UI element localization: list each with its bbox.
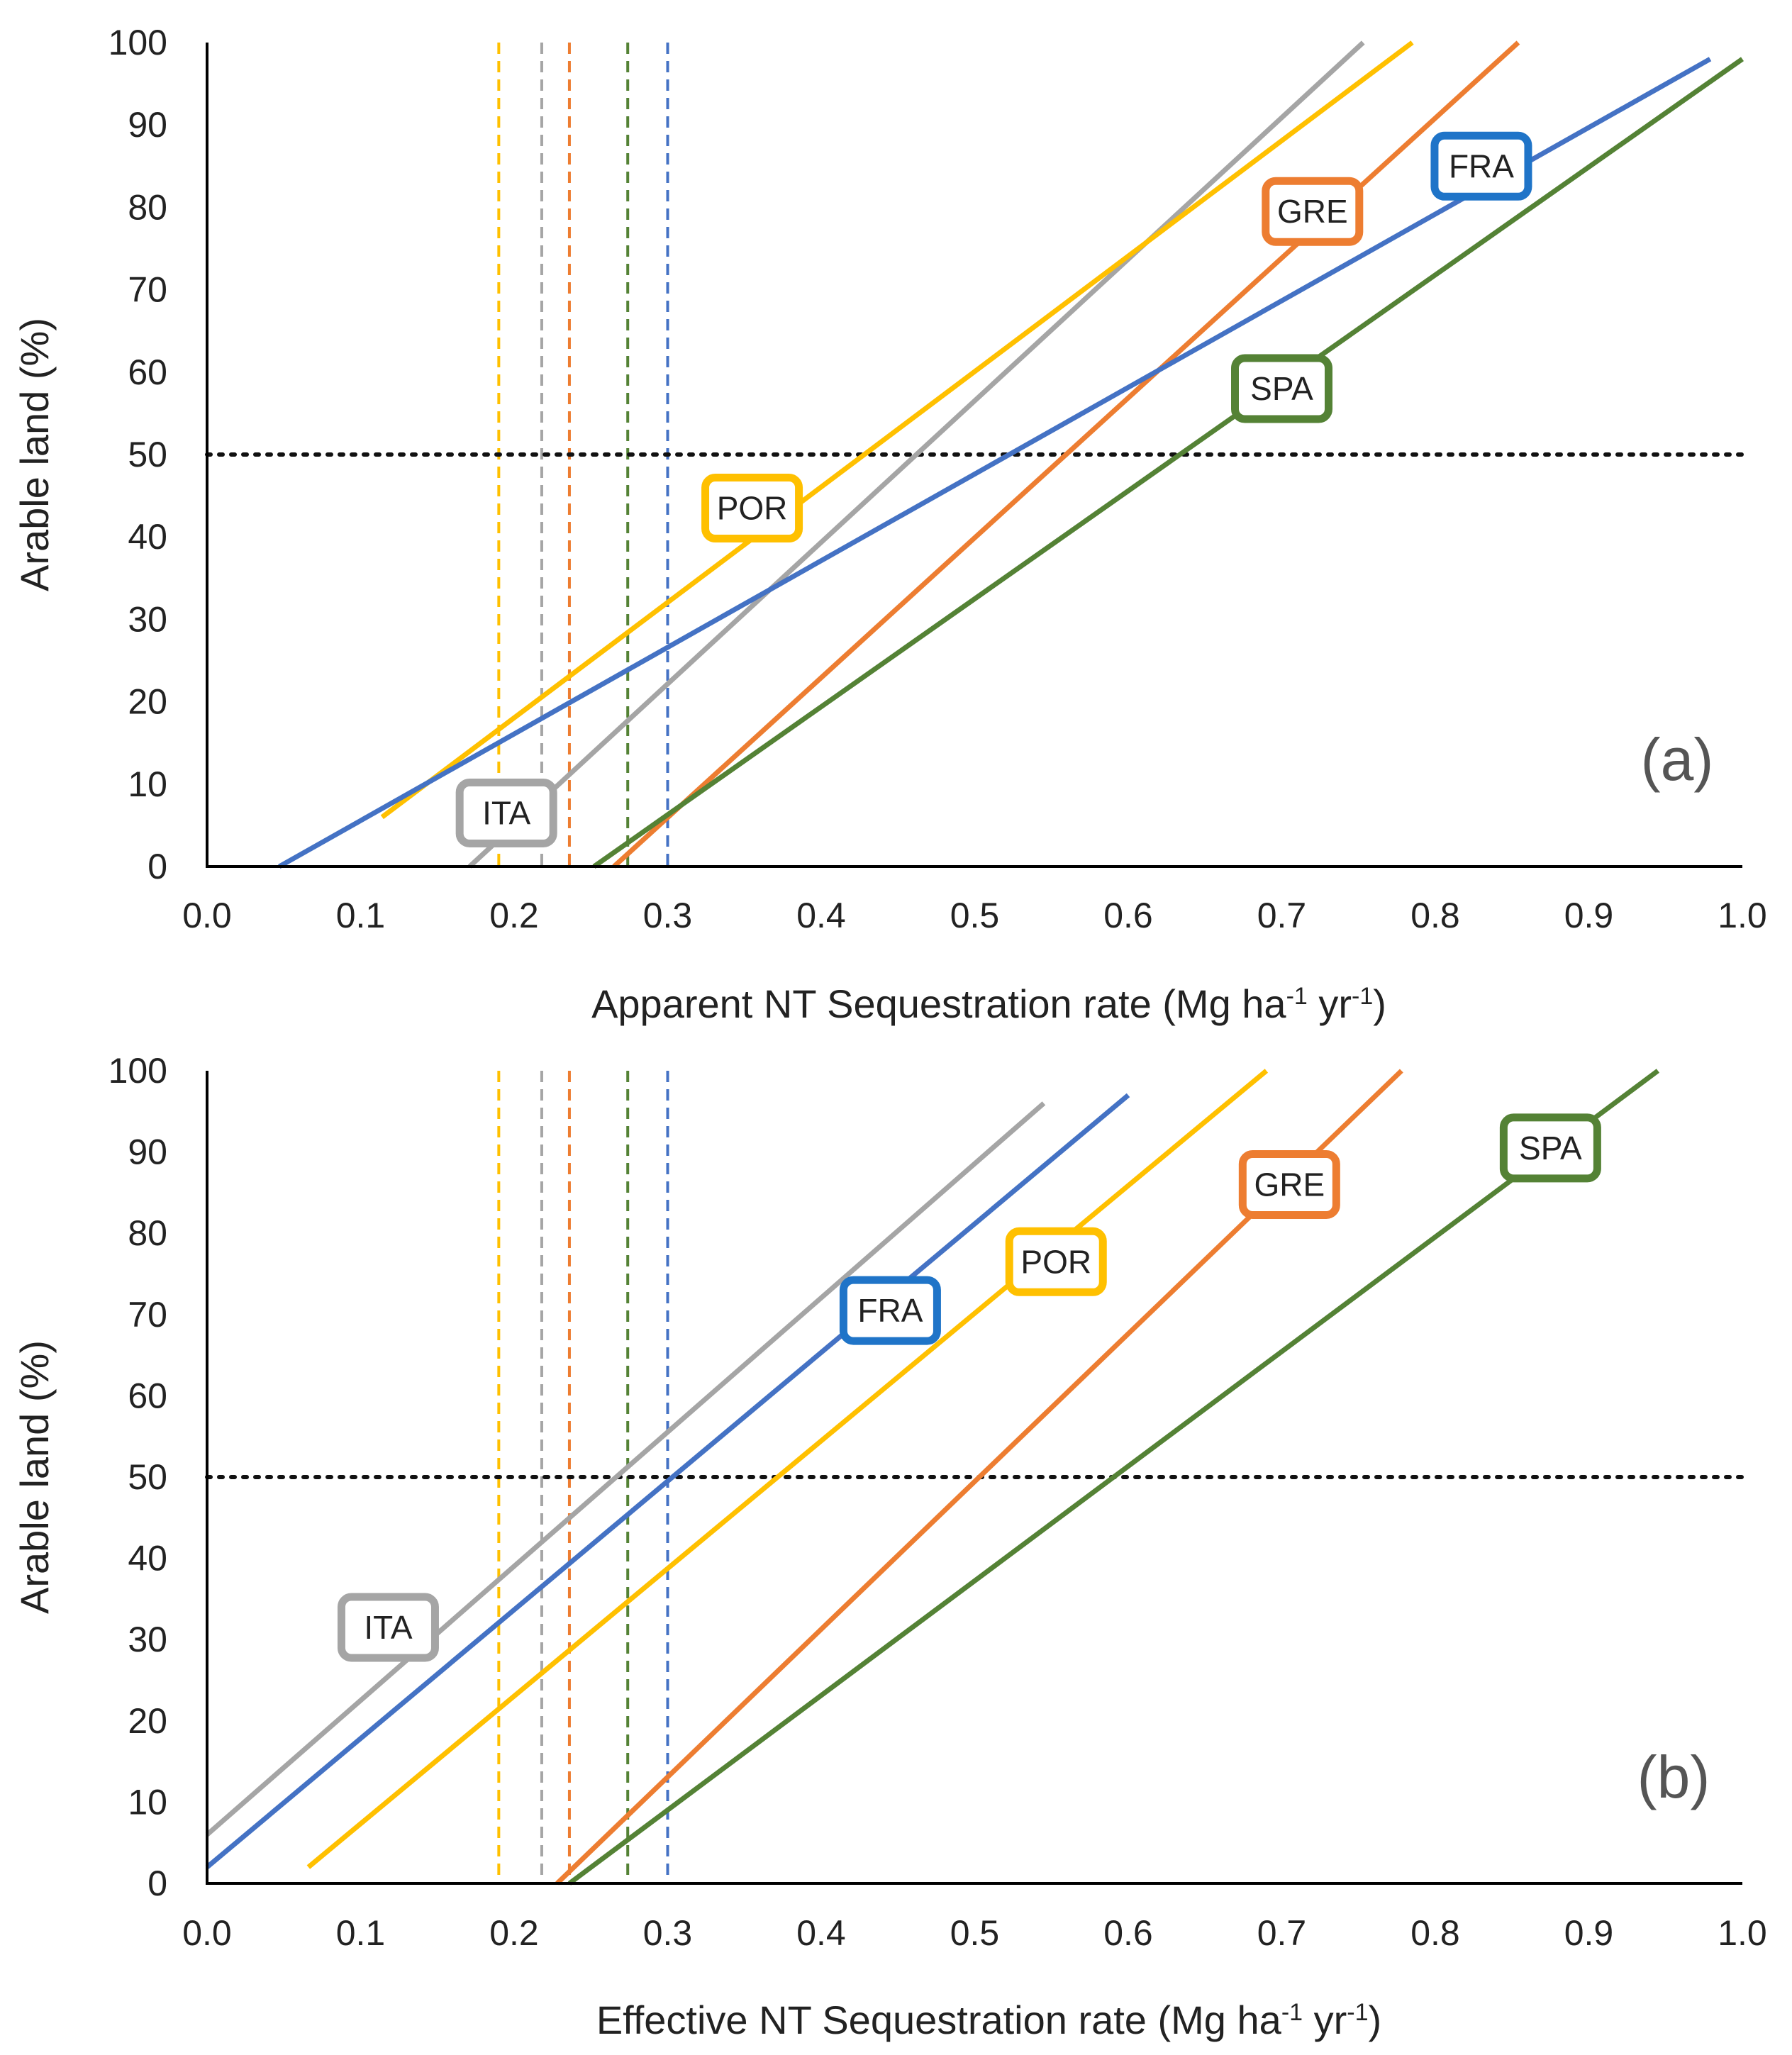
- y-tick-label: 20: [128, 1701, 167, 1741]
- y-tick-label: 60: [128, 1376, 167, 1415]
- y-tick-label: 70: [128, 1295, 167, 1335]
- x-tick-label: 0.1: [336, 896, 386, 935]
- panel-label: (a): [1641, 726, 1714, 793]
- x-tick-label: 1.0: [1718, 1913, 1767, 1953]
- x-tick-label: 0.8: [1410, 1913, 1460, 1953]
- y-tick-label: 40: [128, 517, 167, 557]
- x-tick-label: 0.7: [1257, 896, 1307, 935]
- series-label-ita: ITA: [455, 778, 557, 847]
- series-line-ita: [467, 40, 1365, 869]
- series-label-fra: FRA: [1430, 131, 1532, 201]
- series-label-box: [1238, 1149, 1340, 1219]
- y-tick-label: 20: [128, 682, 167, 722]
- y-tick-label: 60: [128, 352, 167, 392]
- series-label-text: FRA: [857, 1292, 923, 1329]
- x-tick-label: 0.6: [1103, 1913, 1153, 1953]
- x-tick-label: 0.0: [182, 1913, 232, 1953]
- y-tick-label: 50: [128, 435, 167, 474]
- series-line-spa: [592, 57, 1744, 869]
- x-tick-label: 0.5: [950, 896, 1000, 935]
- x-tick-label: 0.8: [1410, 896, 1460, 935]
- y-tick-label: 50: [128, 1457, 167, 1497]
- y-tick-label: 40: [128, 1539, 167, 1578]
- series-label-text: ITA: [482, 794, 530, 831]
- series-line-gre: [612, 40, 1520, 869]
- series-label-gre: GRE: [1262, 177, 1364, 246]
- x-tick-label: 0.4: [796, 1913, 846, 1953]
- x-tick-label: 0.6: [1103, 896, 1153, 935]
- y-tick-label: 80: [128, 1213, 167, 1253]
- y-tick-label: 100: [108, 1051, 167, 1091]
- series-label-gre: GRE: [1238, 1149, 1340, 1219]
- series-label-text: POR: [1020, 1243, 1091, 1280]
- y-axis-title: Arable land (%): [12, 318, 57, 591]
- y-tick-label: 0: [148, 1864, 167, 1903]
- y-axis-title: Arable land (%): [12, 1340, 57, 1614]
- x-tick-label: 0.2: [489, 896, 539, 935]
- series-label-fra: FRA: [839, 1276, 941, 1345]
- series-label-ita: ITA: [337, 1593, 439, 1662]
- y-tick-label: 70: [128, 270, 167, 310]
- series-label-text: GRE: [1277, 193, 1348, 230]
- series-label-box: [1262, 177, 1364, 246]
- series-label-text: GRE: [1254, 1166, 1325, 1203]
- x-tick-label: 0.3: [643, 896, 693, 935]
- y-tick-label: 30: [128, 599, 167, 639]
- series-line-por: [306, 1069, 1269, 1869]
- x-axis-title: Apparent NT Sequestration rate (Mg ha-1 …: [591, 981, 1386, 1026]
- y-tick-label: 10: [128, 764, 167, 804]
- series-line-por: [380, 40, 1414, 820]
- y-tick-label: 0: [148, 847, 167, 886]
- series-label-box: [455, 778, 557, 847]
- series-label-box: [839, 1276, 941, 1345]
- panel-label: (b): [1637, 1744, 1710, 1810]
- y-tick-label: 90: [128, 105, 167, 145]
- x-tick-label: 0.4: [796, 896, 846, 935]
- series-label-box: [701, 474, 803, 543]
- series-label-spa: SPA: [1231, 354, 1332, 423]
- chart-panel-a: 0.0 0.1 0.2 0.3 0.4 0.5 0.6 0.7 0.8 0.9 1.0 0 10 20 30…: [12, 23, 1767, 1026]
- x-tick-label: 0.7: [1257, 1913, 1307, 1953]
- x-tick-label: 0.5: [950, 1913, 1000, 1953]
- y-tick-label: 90: [128, 1132, 167, 1172]
- series-line-spa: [567, 1069, 1660, 1886]
- series-label-text: SPA: [1250, 370, 1313, 407]
- x-tick-label: 0.9: [1564, 1913, 1614, 1953]
- series-label-text: POR: [717, 490, 788, 527]
- series-label-por: POR: [1005, 1227, 1107, 1296]
- series-label-por: POR: [701, 474, 803, 543]
- series-label-text: ITA: [364, 1609, 412, 1646]
- series-line-fra: [205, 1093, 1130, 1869]
- y-tick-label: 10: [128, 1782, 167, 1822]
- series-label-box: [1499, 1113, 1601, 1183]
- y-tick-label: 30: [128, 1620, 167, 1659]
- x-tick-label: 0.9: [1564, 896, 1614, 935]
- y-tick-label: 100: [108, 23, 167, 62]
- series-label-spa: SPA: [1499, 1113, 1601, 1183]
- x-tick-label: 1.0: [1718, 896, 1767, 935]
- chart-panel-b: 0.0 0.1 0.2 0.3 0.4 0.5 0.6 0.7 0.8 0.9 1.0 0 10 20 30…: [12, 1051, 1767, 2042]
- x-tick-label: 0.2: [489, 1913, 539, 1953]
- x-tick-label: 0.3: [643, 1913, 693, 1953]
- x-tick-label: 0.0: [182, 896, 232, 935]
- x-axis-title: Effective NT Sequestration rate (Mg ha-1…: [596, 1998, 1381, 2042]
- y-tick-label: 80: [128, 187, 167, 227]
- series-label-box: [1430, 131, 1532, 201]
- x-tick-label: 0.1: [336, 1913, 386, 1953]
- series-label-box: [337, 1593, 439, 1662]
- series-label-text: SPA: [1519, 1130, 1582, 1166]
- series-label-text: FRA: [1449, 147, 1514, 184]
- series-line-ita: [205, 1101, 1046, 1837]
- series-label-box: [1005, 1227, 1107, 1296]
- series-label-box: [1231, 354, 1332, 423]
